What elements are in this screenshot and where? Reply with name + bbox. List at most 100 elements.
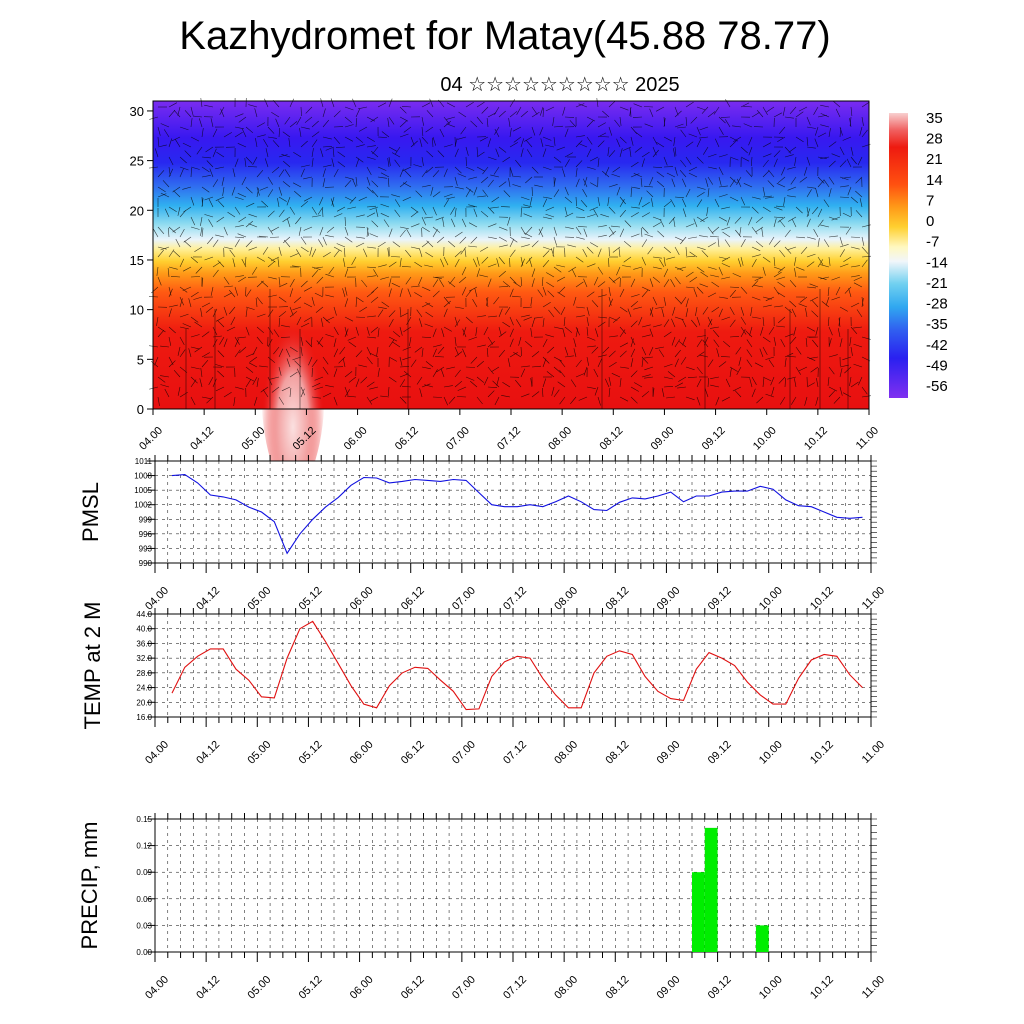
x-tick-label: 08.12 bbox=[597, 425, 625, 453]
x-tick-label: 06.12 bbox=[393, 425, 421, 453]
x-tick-label: 11.00 bbox=[860, 739, 887, 766]
y-tick-label: 1008 bbox=[134, 472, 152, 481]
precip-bar bbox=[704, 827, 718, 952]
colorbar-label: 7 bbox=[926, 192, 934, 209]
x-tick-label: 09.12 bbox=[700, 425, 728, 453]
x-tick-label: 07.00 bbox=[444, 425, 472, 453]
colorbar-label: 14 bbox=[926, 172, 943, 189]
x-tick-label: 10.12 bbox=[808, 974, 836, 1002]
colorbar-label: 21 bbox=[926, 151, 943, 168]
x-tick-label: 04.12 bbox=[194, 974, 222, 1002]
x-tick-label: 09.12 bbox=[706, 585, 734, 613]
x-tick-label: 06.12 bbox=[399, 585, 427, 613]
temp-2m-series-line bbox=[171, 620, 863, 711]
colorbar-label: 35 bbox=[926, 110, 943, 127]
x-tick-label: 05.00 bbox=[245, 585, 273, 613]
y-tick-label: 20.0 bbox=[136, 698, 152, 707]
x-tick-label: 08.12 bbox=[603, 739, 631, 767]
y-tick-label: 0.03 bbox=[136, 921, 152, 930]
x-tick-label: 06.00 bbox=[348, 974, 376, 1002]
precip-ylabel: PRECIP, mm bbox=[77, 822, 102, 950]
x-tick-label: 11.00 bbox=[860, 585, 887, 612]
y-tick-label: 10 bbox=[130, 303, 144, 318]
wind-barbs-overlay bbox=[148, 97, 872, 409]
pmsl-series-line bbox=[171, 474, 863, 555]
x-tick-label: 09.00 bbox=[655, 739, 683, 767]
warm-core-region bbox=[261, 280, 325, 490]
x-tick-label: 09.12 bbox=[706, 739, 734, 767]
x-tick-label: 05.00 bbox=[245, 974, 273, 1002]
x-tick-label: 11.00 bbox=[854, 425, 881, 452]
x-tick-label: 04.00 bbox=[137, 425, 165, 453]
y-tick-label: 990 bbox=[139, 559, 153, 568]
x-tick-label: 06.00 bbox=[348, 739, 376, 767]
y-tick-label: 36.0 bbox=[136, 639, 152, 648]
colorbar-label: -7 bbox=[926, 234, 939, 251]
x-tick-label: 07.12 bbox=[501, 585, 529, 613]
y-tick-label: 1011 bbox=[135, 457, 153, 466]
y-tick-label: 999 bbox=[139, 515, 153, 524]
chart-subtitle: 04 ☆☆☆☆☆☆☆☆☆ 2025 bbox=[440, 74, 680, 96]
colorbar-label: -56 bbox=[926, 378, 948, 395]
x-tick-label: 05.12 bbox=[297, 585, 325, 613]
x-tick-label: 08.00 bbox=[552, 585, 580, 613]
y-tick-label: 16.0 bbox=[136, 713, 152, 722]
x-tick-label: 04.00 bbox=[143, 974, 171, 1002]
y-tick-label: 5 bbox=[137, 352, 144, 367]
x-tick-label: 07.00 bbox=[450, 974, 478, 1002]
x-tick-label: 07.12 bbox=[501, 739, 529, 767]
colorbar-label: 0 bbox=[926, 213, 934, 230]
x-tick-label: 09.00 bbox=[649, 425, 677, 453]
x-tick-label: 10.00 bbox=[757, 585, 785, 613]
x-tick-label: 09.00 bbox=[655, 974, 683, 1002]
colorbar-label: -35 bbox=[926, 316, 948, 333]
x-tick-label: 05.12 bbox=[297, 974, 325, 1002]
x-tick-label: 10.00 bbox=[751, 425, 779, 453]
y-tick-label: 996 bbox=[139, 530, 153, 539]
x-tick-label: 10.12 bbox=[808, 739, 836, 767]
x-tick-label: 05.12 bbox=[297, 739, 325, 767]
y-tick-label: 0.00 bbox=[136, 948, 152, 957]
y-tick-label: 28.0 bbox=[136, 669, 152, 678]
x-tick-label: 08.00 bbox=[546, 425, 574, 453]
x-tick-label: 11.00 bbox=[860, 974, 887, 1001]
x-tick-label: 06.00 bbox=[348, 585, 376, 613]
y-tick-label: 0.09 bbox=[136, 868, 152, 877]
y-tick-label: 44.0 bbox=[136, 610, 152, 619]
x-tick-label: 07.12 bbox=[501, 974, 529, 1002]
chart-title: Kazhydromet for Matay(45.88 78.77) bbox=[179, 14, 831, 58]
y-tick-label: 25 bbox=[130, 154, 144, 169]
y-tick-label: 32.0 bbox=[136, 654, 152, 663]
x-tick-label: 04.12 bbox=[188, 425, 216, 453]
x-tick-label: 10.12 bbox=[802, 425, 830, 453]
x-tick-label: 08.00 bbox=[552, 739, 580, 767]
x-tick-label: 10.12 bbox=[808, 585, 836, 613]
colorbar-label: -28 bbox=[926, 296, 948, 313]
x-tick-label: 08.12 bbox=[603, 585, 631, 613]
x-tick-label: 10.00 bbox=[757, 739, 785, 767]
y-tick-label: 993 bbox=[139, 544, 153, 553]
x-tick-label: 08.12 bbox=[603, 974, 631, 1002]
x-tick-label: 05.00 bbox=[239, 425, 267, 453]
x-tick-label: 10.00 bbox=[757, 974, 785, 1002]
y-tick-label: 0.15 bbox=[136, 815, 152, 824]
x-tick-label: 04.00 bbox=[143, 739, 171, 767]
colorbar-label: -42 bbox=[926, 337, 948, 354]
x-tick-label: 07.12 bbox=[495, 425, 523, 453]
x-tick-label: 09.00 bbox=[655, 585, 683, 613]
y-tick-label: 0 bbox=[137, 402, 144, 417]
colorbar-label: -14 bbox=[926, 254, 948, 271]
x-tick-label: 06.12 bbox=[399, 974, 427, 1002]
colorbar bbox=[889, 113, 908, 398]
colorbar-label: -49 bbox=[926, 357, 948, 374]
x-tick-label: 06.00 bbox=[342, 425, 370, 453]
temp-2m-ylabel: TEMP at 2 M bbox=[80, 602, 105, 730]
colorbar-label: -21 bbox=[926, 275, 948, 292]
y-tick-label: 1002 bbox=[134, 501, 152, 510]
y-tick-label: 20 bbox=[130, 203, 144, 218]
y-tick-label: 0.06 bbox=[136, 895, 152, 904]
precip-bar bbox=[692, 872, 705, 952]
x-tick-label: 06.12 bbox=[399, 739, 427, 767]
y-tick-label: 15 bbox=[130, 253, 144, 268]
